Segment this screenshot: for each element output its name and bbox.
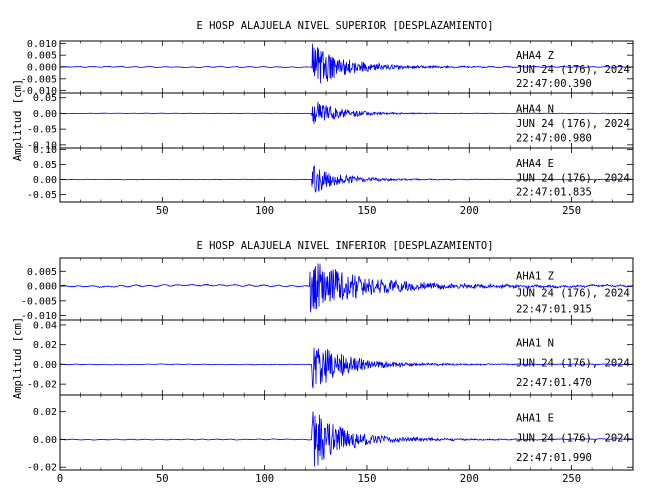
g1-p1-ytick-label-0: 0.04 bbox=[33, 320, 57, 331]
g1-p1-trace bbox=[59, 347, 634, 389]
g1-p1-time-label: 22:47:01.470 bbox=[516, 377, 592, 389]
g1-p2-channel-label: AHA1 E bbox=[516, 412, 554, 424]
g0-xtick-label-2: 150 bbox=[357, 205, 376, 217]
g1-xtick-label-4: 200 bbox=[460, 473, 479, 485]
g1-p2-ytick-label-2: -0.02 bbox=[27, 463, 57, 474]
g0-p0-trace bbox=[59, 43, 634, 84]
g0-p0-ytick-label-3: -0.005 bbox=[21, 74, 57, 85]
g0-p0-channel-label: AHA4 Z bbox=[516, 50, 554, 62]
g0-p2-date-label: JUN 24 (176), 2024 bbox=[516, 173, 630, 185]
g1-p0-date-label: JUN 24 (176), 2024 bbox=[516, 287, 630, 299]
g0-p2-ytick-label-0: 0.10 bbox=[33, 145, 57, 156]
g0-p1-time-label: 22:47:00.980 bbox=[516, 132, 592, 144]
g0-xtick-label-1: 100 bbox=[255, 205, 274, 217]
g1-p1-channel-label: AHA1 N bbox=[516, 337, 554, 349]
g1-p2-time-label: 22:47:01.990 bbox=[516, 452, 592, 464]
lower-ylabel: Amplitud [cm] bbox=[12, 317, 24, 399]
g0-p1-ytick-label-3: -0.10 bbox=[27, 140, 57, 151]
g1-p2-ytick-label-1: 0.00 bbox=[33, 435, 57, 446]
upper-ylabel: Amplitud [cm] bbox=[12, 79, 24, 161]
g0-p1-ytick-label-2: -0.05 bbox=[27, 125, 57, 136]
g1-xtick-label-0: 0 bbox=[57, 473, 63, 485]
upper-level-group: E HOSP ALAJUELA NIVEL SUPERIOR [DESPLAZA… bbox=[12, 20, 634, 217]
g0-p2-panel: 0.10 0.05 0.00 -0.05 AHA4 E JUN 24 (176), 202… bbox=[27, 145, 634, 203]
g0-p1-trace bbox=[59, 101, 634, 125]
g0-p0-time-label: 22:47:00.390 bbox=[516, 78, 592, 90]
g0-p0-ytick-label-1: 0.005 bbox=[27, 51, 57, 62]
g0-xtick-label-0: 50 bbox=[156, 205, 169, 217]
g1-p0-ytick-label-0: 0.005 bbox=[27, 267, 57, 278]
g1-p2-date-label: JUN 24 (176), 2024 bbox=[516, 433, 630, 445]
g0-p1-panel: 0.05 0.00 -0.05 -0.10 AHA4 N JUN 24 (176), 20… bbox=[27, 92, 634, 151]
g0-p2-time-label: 22:47:01.835 bbox=[516, 187, 592, 199]
g1-p0-time-label: 22:47:01.915 bbox=[516, 304, 592, 316]
g1-p0-channel-label: AHA1 Z bbox=[516, 271, 554, 283]
g0-p2-ytick-label-3: -0.05 bbox=[27, 190, 57, 201]
g1-xtick-label-3: 150 bbox=[357, 473, 376, 485]
g1-xtick-label-5: 250 bbox=[562, 473, 581, 485]
g1-p0-panel: 0.005 0.000 -0.005 -0.010 AHA1 Z JUN 24 (176)… bbox=[21, 257, 634, 322]
g1-xtick-label-1: 50 bbox=[156, 473, 169, 485]
g1-p1-date-label: JUN 24 (176), 2024 bbox=[516, 358, 630, 370]
g1-p1-panel: 0.04 0.02 0.00 -0.02 AHA1 N JUN 24 (176), 202… bbox=[27, 319, 634, 396]
g1-p0-ytick-label-3: -0.010 bbox=[21, 311, 57, 322]
g0-p2-ytick-label-1: 0.05 bbox=[33, 160, 57, 171]
lower-level-group: E HOSP ALAJUELA NIVEL INFERIOR [DESPLAZA… bbox=[12, 240, 634, 485]
g1-p2-panel: 0.02 0.00 -0.02 AHA1 E JUN 24 (176), 2024 22:… bbox=[27, 394, 634, 474]
g1-p1-ytick-label-3: -0.02 bbox=[27, 380, 57, 391]
g0-p0-ytick-label-0: 0.010 bbox=[27, 39, 57, 50]
g1-p0-trace bbox=[59, 263, 634, 313]
g0-xtick-label-3: 200 bbox=[460, 205, 479, 217]
upper-title: E HOSP ALAJUELA NIVEL SUPERIOR [DESPLAZA… bbox=[196, 20, 493, 32]
g0-p1-date-label: JUN 24 (176), 2024 bbox=[516, 118, 630, 130]
g1-p2-trace bbox=[59, 411, 634, 467]
g0-p2-trace bbox=[59, 165, 634, 193]
g0-p1-channel-label: AHA4 N bbox=[516, 103, 554, 115]
g1-p1-ytick-label-1: 0.02 bbox=[33, 340, 57, 351]
g0-p2-ytick-label-2: 0.00 bbox=[33, 175, 57, 186]
g0-p0-ytick-label-2: 0.000 bbox=[27, 63, 57, 74]
lower-title: E HOSP ALAJUELA NIVEL INFERIOR [DESPLAZA… bbox=[196, 240, 493, 252]
g1-xtick-label-2: 100 bbox=[255, 473, 274, 485]
g0-p0-ytick-label-4: -0.010 bbox=[21, 86, 57, 97]
g1-p2-ytick-label-0: 0.02 bbox=[33, 407, 57, 418]
g1-p0-ytick-label-1: 0.000 bbox=[27, 282, 57, 293]
g0-p1-ytick-label-0: 0.05 bbox=[33, 93, 57, 104]
g1-p1-ytick-label-2: 0.00 bbox=[33, 360, 57, 371]
g0-p1-ytick-label-1: 0.00 bbox=[33, 109, 57, 120]
g0-p2-channel-label: AHA4 E bbox=[516, 158, 554, 170]
g0-xtick-label-4: 250 bbox=[562, 205, 581, 217]
g1-p0-ytick-label-2: -0.005 bbox=[21, 296, 57, 307]
g0-p0-date-label: JUN 24 (176), 2024 bbox=[516, 64, 630, 76]
